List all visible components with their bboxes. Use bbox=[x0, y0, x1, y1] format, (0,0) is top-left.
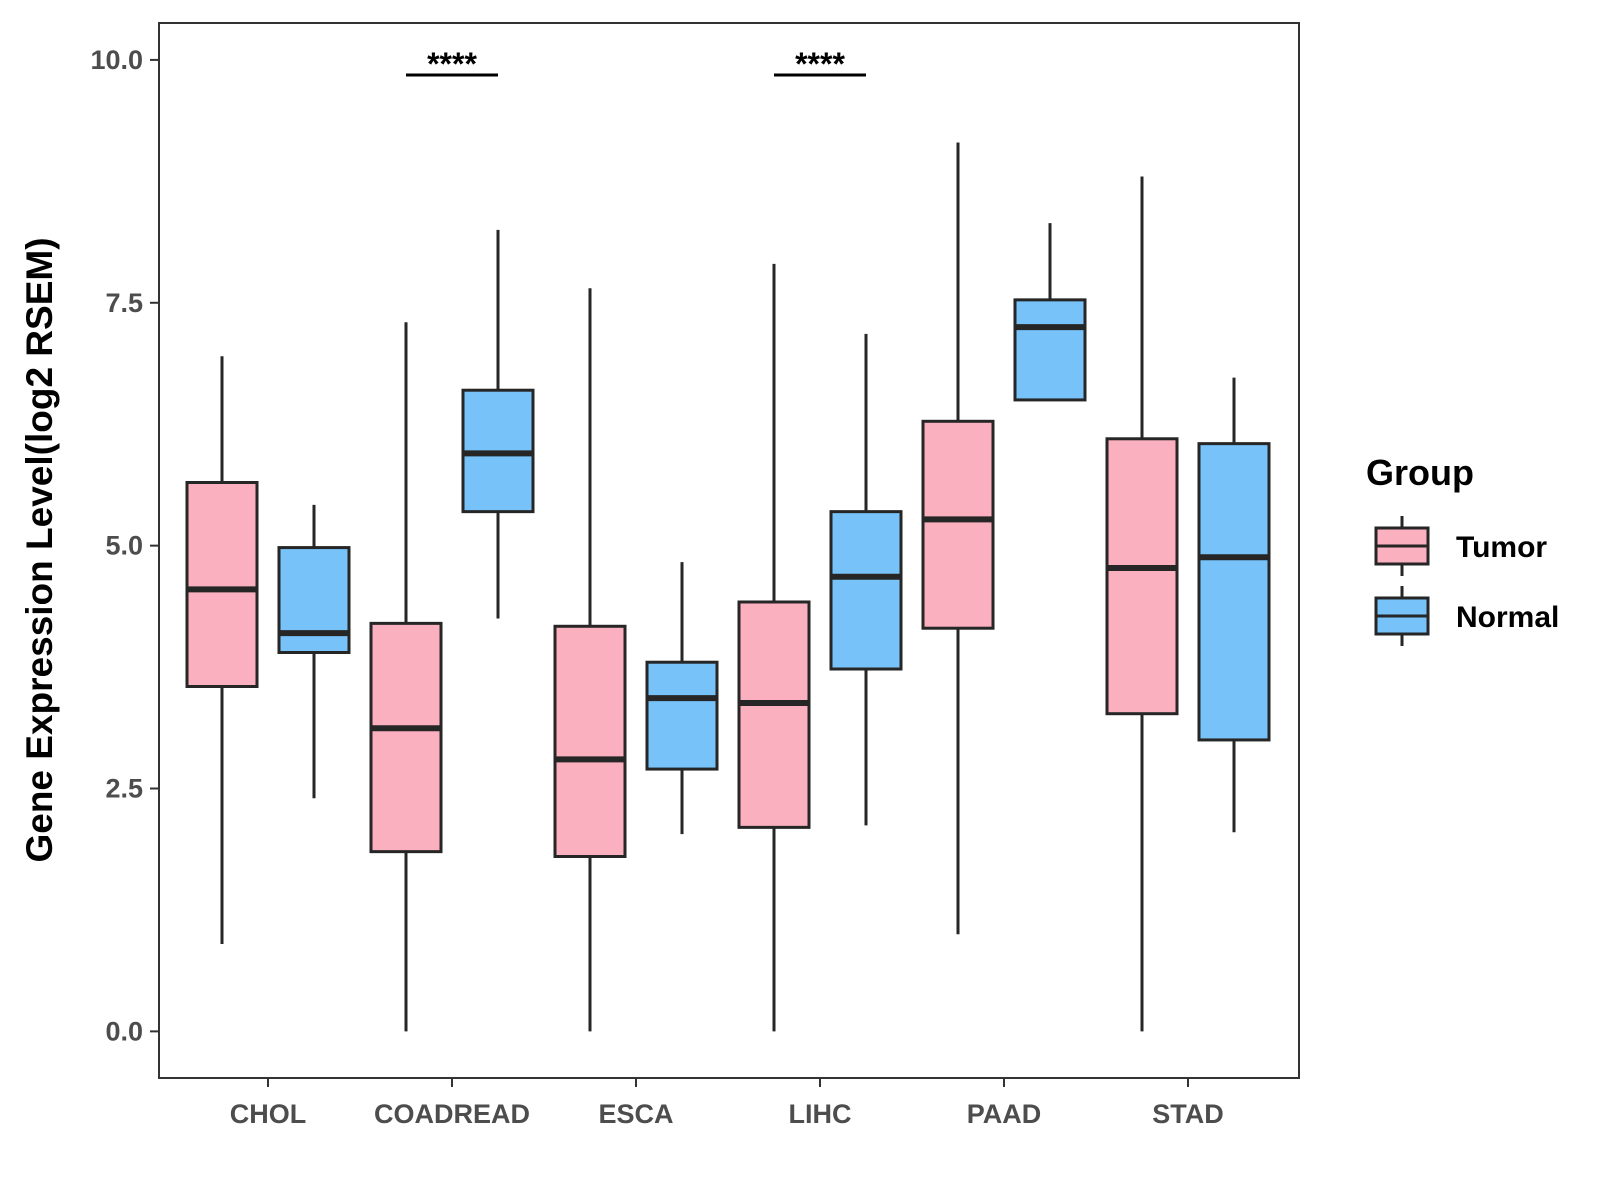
y-tick-label: 2.5 bbox=[105, 774, 143, 804]
legend-entry-tumor: Tumor bbox=[1374, 516, 1547, 576]
box-body bbox=[553, 624, 627, 859]
box-normal-coadread bbox=[461, 229, 535, 619]
box-normal-lihc bbox=[829, 333, 903, 826]
x-tick-label: STAD bbox=[1152, 1099, 1224, 1129]
box-normal-esca bbox=[645, 562, 719, 835]
box-body bbox=[277, 546, 351, 655]
box-body bbox=[921, 419, 995, 630]
box-body bbox=[645, 660, 719, 771]
x-tick-label: CHOL bbox=[230, 1099, 307, 1129]
series-normal bbox=[277, 223, 1271, 835]
plot-area: **** **** bbox=[185, 46, 1271, 1032]
box-tumor-paad bbox=[921, 142, 995, 935]
box-body bbox=[1197, 442, 1271, 742]
box-body bbox=[829, 510, 903, 671]
legend-label: Normal bbox=[1456, 601, 1559, 634]
legend-title: Group bbox=[1366, 452, 1474, 493]
significance-label: **** bbox=[795, 46, 845, 82]
significance-label: **** bbox=[427, 46, 477, 82]
y-tick-label: 7.5 bbox=[105, 288, 143, 318]
box-body bbox=[1105, 437, 1179, 716]
plot-panel-border bbox=[158, 22, 1300, 1079]
x-tick-label: ESCA bbox=[598, 1099, 673, 1129]
box-tumor-chol bbox=[185, 356, 259, 944]
y-axis-title: Gene Expression Level(log2 RSEM) bbox=[19, 237, 60, 862]
significance-coadread: **** bbox=[406, 46, 498, 82]
x-axis: CHOL COADREAD ESCA LIHC PAAD STAD bbox=[230, 1078, 1224, 1129]
significance-lihc: **** bbox=[774, 46, 866, 82]
x-tick-label: COADREAD bbox=[374, 1099, 530, 1129]
box-body bbox=[1013, 298, 1087, 402]
y-tick-label: 0.0 bbox=[105, 1016, 143, 1046]
box-normal-paad bbox=[1013, 223, 1087, 402]
box-body bbox=[737, 600, 811, 829]
x-tick-label: LIHC bbox=[789, 1099, 852, 1129]
box-body bbox=[369, 621, 443, 854]
box-tumor-coadread bbox=[369, 322, 443, 1032]
box-normal-stad bbox=[1197, 377, 1271, 833]
series-tumor bbox=[185, 142, 1179, 1032]
box-tumor-stad bbox=[1105, 176, 1179, 1032]
legend-entry-normal: Normal bbox=[1374, 586, 1559, 646]
box-normal-chol bbox=[277, 504, 351, 799]
x-tick-label: PAAD bbox=[967, 1099, 1042, 1129]
y-tick-label: 10.0 bbox=[90, 45, 143, 75]
legend-label: Tumor bbox=[1456, 531, 1547, 564]
y-axis: 0.0 2.5 5.0 7.5 10.0 bbox=[90, 45, 159, 1046]
box-tumor-lihc bbox=[737, 263, 811, 1032]
y-tick-label: 5.0 bbox=[105, 531, 143, 561]
legend: Group Tumor Normal bbox=[1366, 452, 1559, 646]
box-tumor-esca bbox=[553, 288, 627, 1032]
box-body bbox=[185, 480, 259, 689]
